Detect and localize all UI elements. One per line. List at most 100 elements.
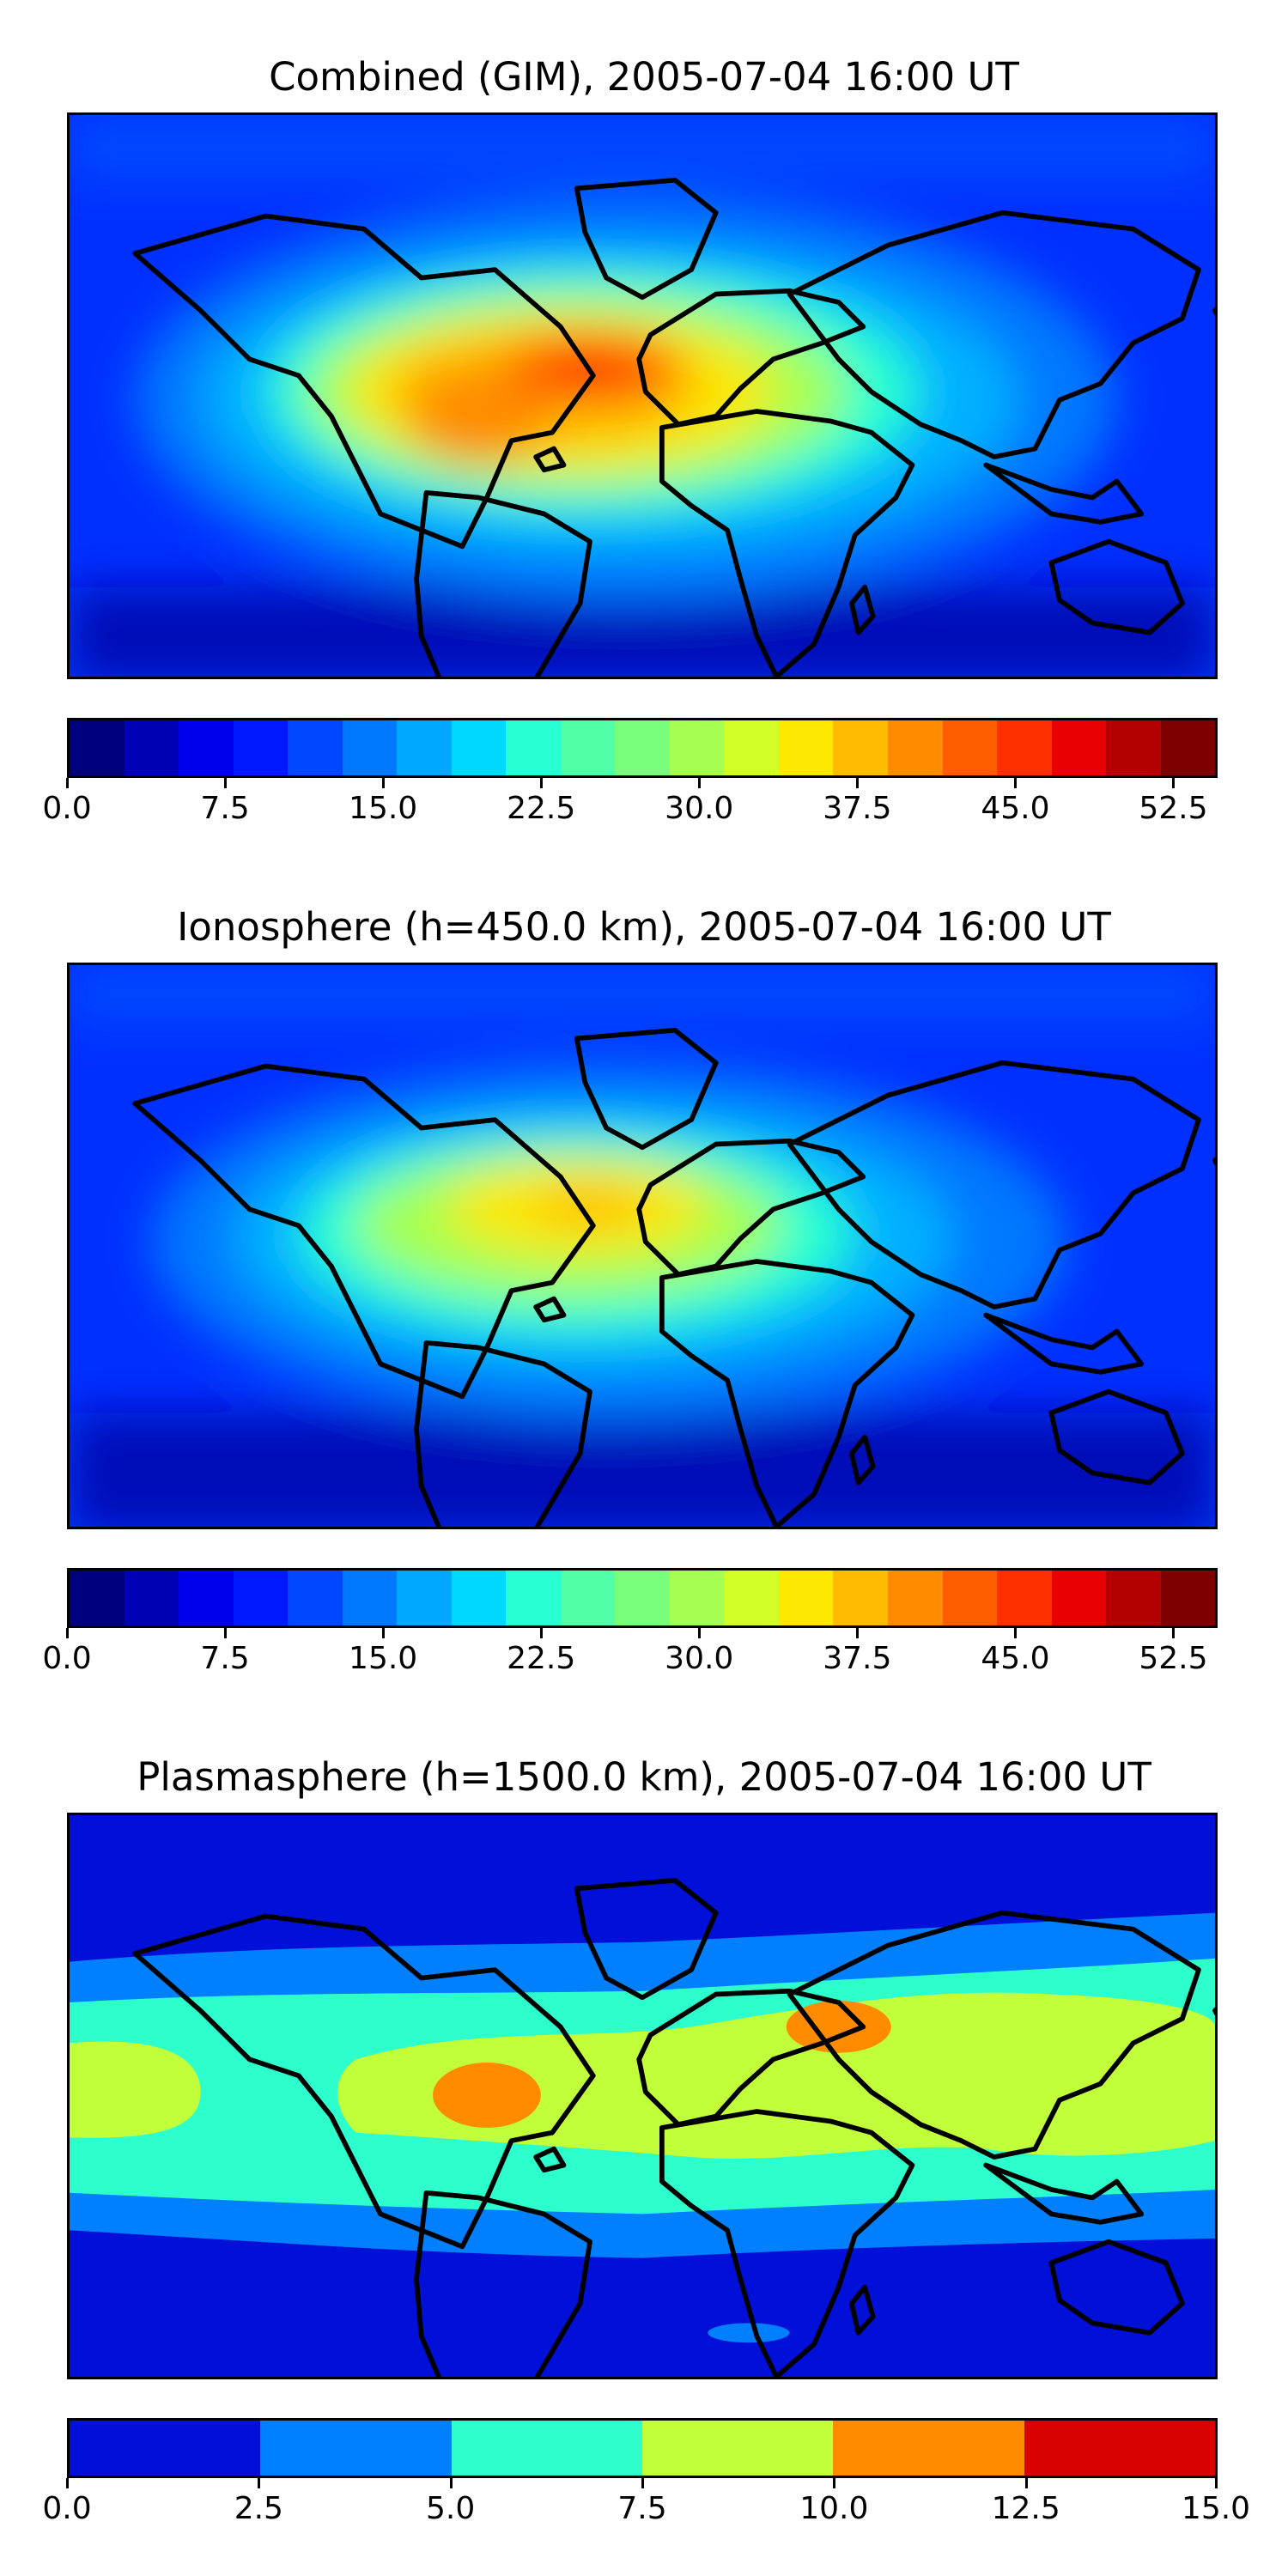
colorbar-plasmasphere: [67, 2418, 1218, 2478]
colorbar-tick: [224, 778, 228, 788]
panel-title-plasmasphere: Plasmasphere (h=1500.0 km), 2005-07-04 1…: [137, 1754, 1151, 1800]
colorbar-tick: [449, 2478, 453, 2488]
colorbar-segment: [397, 1571, 452, 1625]
colorbar-tick: [641, 2478, 644, 2488]
colorbar-ticks-combined: 0.0 7.5 15.0 22.5 30.0 37.5 45.0 52.5: [42, 778, 1218, 829]
colorbar-segment: [451, 2421, 642, 2476]
map-plasmasphere-canvas: [70, 1815, 1215, 2377]
colorbar-segment: [615, 1571, 670, 1625]
colorbar-segment: [342, 720, 398, 775]
colorbar-tick: [540, 778, 544, 788]
colorbar-segment: [942, 1571, 998, 1625]
colorbar-segment: [778, 1571, 834, 1625]
colorbar-segment: [260, 2421, 452, 2476]
colorbar-segment: [833, 720, 888, 775]
colorbar-segment: [942, 720, 998, 775]
map-ionosphere: [67, 963, 1218, 1529]
colorbar-tick: [833, 2478, 836, 2488]
colorbar-segment: [233, 1571, 289, 1625]
colorbar-tick: [382, 778, 386, 788]
colorbar-segment: [397, 720, 452, 775]
colorbar-segment: [506, 720, 561, 775]
colorbar-tick-label: 7.5: [200, 1641, 250, 1676]
colorbar-segment: [724, 1571, 779, 1625]
colorbar-tick: [382, 1628, 386, 1638]
colorbar-tick-label: 2.5: [234, 2491, 283, 2526]
colorbar-segment: [997, 720, 1052, 775]
colorbar-tick-label: 7.5: [200, 791, 250, 826]
colorbar-segment: [70, 720, 125, 775]
colorbar-segment: [615, 720, 670, 775]
colorbar-tick: [1172, 778, 1176, 788]
colorbar-tick: [1014, 778, 1018, 788]
colorbar-segment: [887, 720, 943, 775]
colorbar-tick: [258, 2478, 261, 2488]
colorbar-tick-label: 22.5: [507, 791, 576, 826]
colorbar-segment: [887, 1571, 943, 1625]
colorbar-tick-label: 0.0: [42, 2491, 92, 2526]
colorbar-segment: [1051, 1571, 1107, 1625]
colorbar-tick: [856, 1628, 860, 1638]
colorbar-tick: [540, 1628, 544, 1638]
colorbar-ticks-ionosphere: 0.0 7.5 15.0 22.5 30.0 37.5 45.0 52.5: [42, 1628, 1218, 1680]
colorbar-tick: [698, 1628, 702, 1638]
colorbar-tick: [66, 778, 69, 788]
map-combined: [67, 112, 1218, 679]
colorbar-segment: [560, 1571, 616, 1625]
colorbar-tick-label: 37.5: [823, 791, 892, 826]
colorbar-tick-label: 52.5: [1139, 1641, 1208, 1676]
colorbar-tick: [1215, 2478, 1218, 2488]
colorbar-segment: [778, 720, 834, 775]
colorbar-segment: [233, 720, 289, 775]
map-ionosphere-canvas: [70, 965, 1215, 1527]
colorbar-tick-label: 10.0: [799, 2491, 869, 2526]
colorbar-segment: [724, 720, 779, 775]
colorbar-ticks-plasmasphere: 0.0 2.5 5.0 7.5 10.0 12.5 15.0: [42, 2478, 1250, 2530]
colorbar-tick-label: 15.0: [349, 791, 418, 826]
colorbar-segment: [1160, 1571, 1216, 1625]
colorbar-ionosphere: [67, 1568, 1218, 1628]
colorbar-tick: [224, 1628, 228, 1638]
panel-title-combined: Combined (GIM), 2005-07-04 16:00 UT: [269, 54, 1019, 100]
colorbar-segment: [833, 2421, 1024, 2476]
colorbar-tick-label: 30.0: [665, 791, 734, 826]
colorbar-segment: [288, 1571, 343, 1625]
colorbar-segment: [1106, 1571, 1161, 1625]
colorbar-tick: [66, 2478, 69, 2488]
colorbar-tick-label: 7.5: [617, 2491, 667, 2526]
colorbar-tick-label: 30.0: [665, 1641, 734, 1676]
colorbar-segment: [179, 1571, 234, 1625]
colorbar-combined: [67, 718, 1218, 778]
colorbar-segment: [1051, 720, 1107, 775]
colorbar-segment: [833, 1571, 888, 1625]
colorbar-tick-label: 22.5: [507, 1641, 576, 1676]
colorbar-segment: [1024, 2421, 1215, 2476]
colorbar-tick: [66, 1628, 69, 1638]
colorbar-tick-label: 45.0: [981, 1641, 1050, 1676]
panel-title-ionosphere: Ionosphere (h=450.0 km), 2005-07-04 16:0…: [177, 904, 1111, 950]
colorbar-segment: [669, 1571, 725, 1625]
colorbar-segment: [288, 720, 343, 775]
colorbar-tick: [1024, 2478, 1028, 2488]
colorbar-segment: [997, 1571, 1052, 1625]
colorbar-segment: [560, 720, 616, 775]
colorbar-tick-label: 45.0: [981, 791, 1050, 826]
colorbar-tick-label: 15.0: [349, 1641, 418, 1676]
colorbar-segment: [669, 720, 725, 775]
colorbar-tick-label: 15.0: [1181, 2491, 1251, 2526]
colorbar-segment: [641, 2421, 834, 2476]
colorbar-tick-label: 12.5: [991, 2491, 1060, 2526]
colorbar-segment: [1106, 720, 1161, 775]
colorbar-segment: [70, 1571, 125, 1625]
colorbar-segment: [179, 720, 234, 775]
colorbar-tick: [1172, 1628, 1176, 1638]
colorbar-tick-label: 0.0: [42, 791, 92, 826]
colorbar-tick: [856, 778, 860, 788]
colorbar-segment: [124, 720, 179, 775]
colorbar-segment: [70, 2421, 261, 2476]
colorbar-tick-label: 37.5: [823, 1641, 892, 1676]
colorbar-segment: [451, 1571, 507, 1625]
colorbar-segment: [124, 1571, 179, 1625]
map-plasmasphere: [67, 1813, 1218, 2379]
colorbar-tick-label: 52.5: [1139, 791, 1208, 826]
